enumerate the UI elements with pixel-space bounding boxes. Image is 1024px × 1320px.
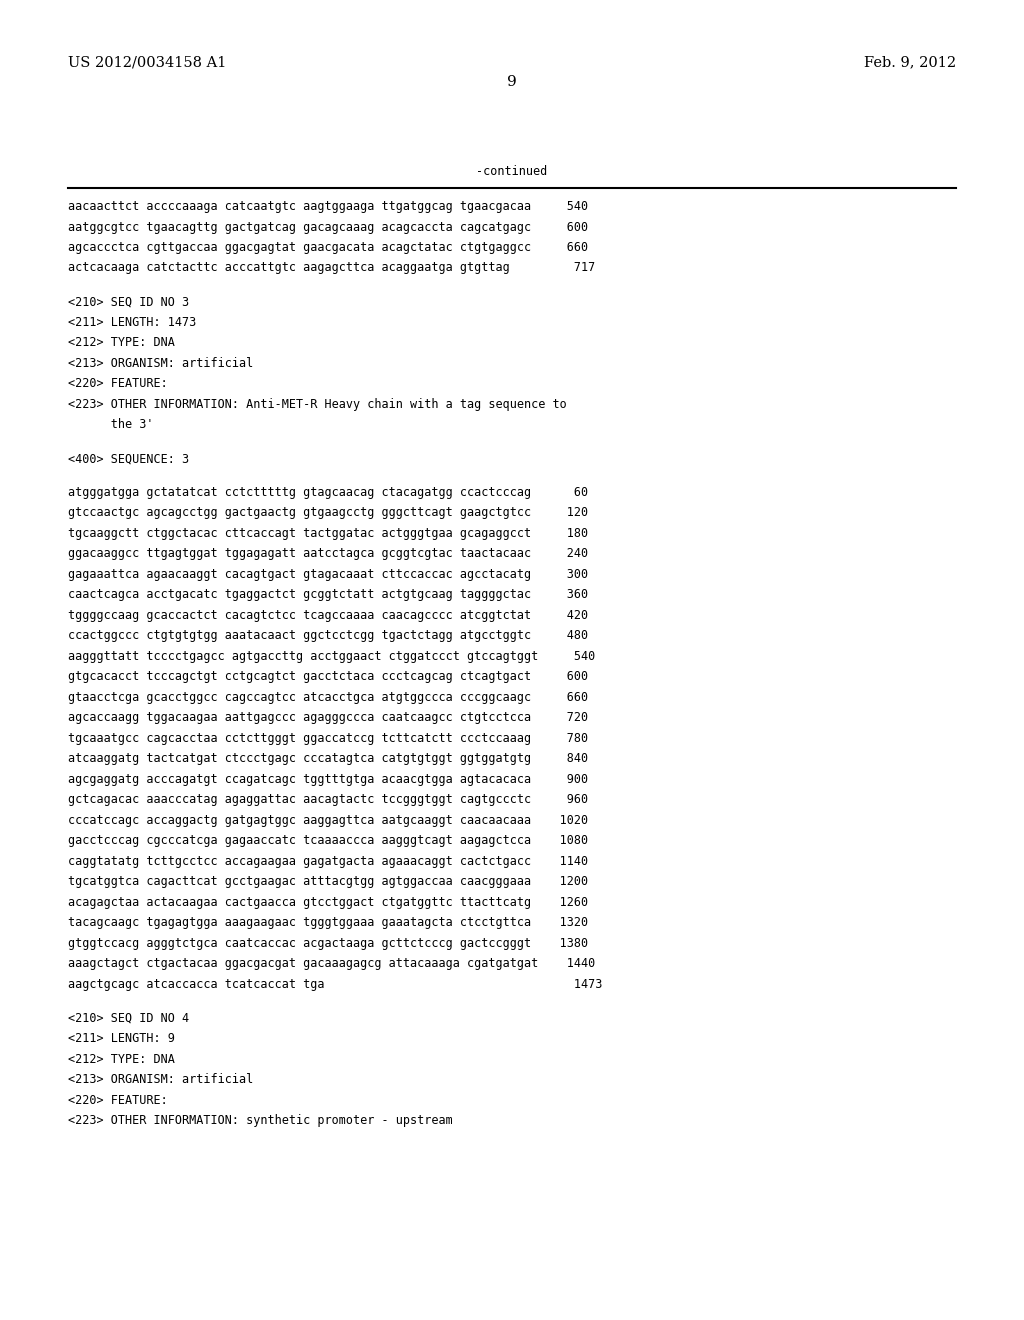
- Text: <212> TYPE: DNA: <212> TYPE: DNA: [68, 337, 175, 350]
- Text: gtaacctcga gcacctggcc cagccagtcc atcacctgca atgtggccca cccggcaagc     660: gtaacctcga gcacctggcc cagccagtcc atcacct…: [68, 690, 588, 704]
- Text: tgcatggtca cagacttcat gcctgaagac atttacgtgg agtggaccaa caacgggaaa    1200: tgcatggtca cagacttcat gcctgaagac atttacg…: [68, 875, 588, 888]
- Text: aaagctagct ctgactacaa ggacgacgat gacaaagagcg attacaaaga cgatgatgat    1440: aaagctagct ctgactacaa ggacgacgat gacaaag…: [68, 957, 595, 970]
- Text: tacagcaagc tgagagtgga aaagaagaac tgggtggaaa gaaatagcta ctcctgttca    1320: tacagcaagc tgagagtgga aaagaagaac tgggtgg…: [68, 916, 588, 929]
- Text: gacctcccag cgcccatcga gagaaccatc tcaaaaccca aagggtcagt aagagctcca    1080: gacctcccag cgcccatcga gagaaccatc tcaaaac…: [68, 834, 588, 847]
- Text: gtggtccacg agggtctgca caatcaccac acgactaaga gcttctcccg gactccgggt    1380: gtggtccacg agggtctgca caatcaccac acgacta…: [68, 937, 588, 950]
- Text: gtccaactgc agcagcctgg gactgaactg gtgaagcctg gggcttcagt gaagctgtcc     120: gtccaactgc agcagcctgg gactgaactg gtgaagc…: [68, 507, 588, 520]
- Text: <220> FEATURE:: <220> FEATURE:: [68, 378, 168, 391]
- Text: gtgcacacct tcccagctgt cctgcagtct gacctctaca ccctcagcag ctcagtgact     600: gtgcacacct tcccagctgt cctgcagtct gacctct…: [68, 671, 588, 684]
- Text: ccactggccc ctgtgtgtgg aaatacaact ggctcctcgg tgactctagg atgcctggtc     480: ccactggccc ctgtgtgtgg aaatacaact ggctcct…: [68, 630, 588, 643]
- Text: aagggttatt tcccctgagcc agtgaccttg acctggaact ctggatccct gtccagtggt     540: aagggttatt tcccctgagcc agtgaccttg acctgg…: [68, 649, 595, 663]
- Text: acagagctaa actacaagaa cactgaacca gtcctggact ctgatggttc ttacttcatg    1260: acagagctaa actacaagaa cactgaacca gtcctgg…: [68, 896, 588, 909]
- Text: <211> LENGTH: 1473: <211> LENGTH: 1473: [68, 315, 197, 329]
- Text: <223> OTHER INFORMATION: Anti-MET-R Heavy chain with a tag sequence to: <223> OTHER INFORMATION: Anti-MET-R Heav…: [68, 397, 566, 411]
- Text: 9: 9: [507, 75, 517, 88]
- Text: actcacaaga catctacttc acccattgtc aagagcttca acaggaatga gtgttag         717: actcacaaga catctacttc acccattgtc aagagct…: [68, 261, 595, 275]
- Text: gagaaattca agaacaaggt cacagtgact gtagacaaat cttccaccac agcctacatg     300: gagaaattca agaacaaggt cacagtgact gtagaca…: [68, 568, 588, 581]
- Text: <213> ORGANISM: artificial: <213> ORGANISM: artificial: [68, 1073, 253, 1086]
- Text: the 3': the 3': [68, 418, 154, 432]
- Text: Feb. 9, 2012: Feb. 9, 2012: [864, 55, 956, 69]
- Text: <223> OTHER INFORMATION: synthetic promoter - upstream: <223> OTHER INFORMATION: synthetic promo…: [68, 1114, 453, 1127]
- Text: -continued: -continued: [476, 165, 548, 178]
- Text: ggacaaggcc ttgagtggat tggagagatt aatcctagca gcggtcgtac taactacaac     240: ggacaaggcc ttgagtggat tggagagatt aatccta…: [68, 548, 588, 561]
- Text: caggtatatg tcttgcctcc accagaagaa gagatgacta agaaacaggt cactctgacc    1140: caggtatatg tcttgcctcc accagaagaa gagatga…: [68, 855, 588, 869]
- Text: aatggcgtcc tgaacagttg gactgatcag gacagcaaag acagcaccta cagcatgagc     600: aatggcgtcc tgaacagttg gactgatcag gacagca…: [68, 220, 588, 234]
- Text: caactcagca acctgacatc tgaggactct gcggtctatt actgtgcaag taggggctac     360: caactcagca acctgacatc tgaggactct gcggtct…: [68, 589, 588, 602]
- Text: US 2012/0034158 A1: US 2012/0034158 A1: [68, 55, 226, 69]
- Text: aagctgcagc atcaccacca tcatcaccat tga                                   1473: aagctgcagc atcaccacca tcatcaccat tga 147…: [68, 978, 602, 991]
- Text: <213> ORGANISM: artificial: <213> ORGANISM: artificial: [68, 356, 253, 370]
- Text: agcaccctca cgttgaccaa ggacgagtat gaacgacata acagctatac ctgtgaggcc     660: agcaccctca cgttgaccaa ggacgagtat gaacgac…: [68, 242, 588, 253]
- Text: aacaacttct accccaaaga catcaatgtc aagtggaaga ttgatggcag tgaacgacaa     540: aacaacttct accccaaaga catcaatgtc aagtgga…: [68, 201, 588, 213]
- Text: <212> TYPE: DNA: <212> TYPE: DNA: [68, 1053, 175, 1065]
- Text: <210> SEQ ID NO 4: <210> SEQ ID NO 4: [68, 1012, 189, 1024]
- Text: agcaccaagg tggacaagaa aattgagccc agagggccca caatcaagcc ctgtcctcca     720: agcaccaagg tggacaagaa aattgagccc agagggc…: [68, 711, 588, 725]
- Text: cccatccagc accaggactg gatgagtggc aaggagttca aatgcaaggt caacaacaaa    1020: cccatccagc accaggactg gatgagtggc aaggagt…: [68, 814, 588, 826]
- Text: <210> SEQ ID NO 3: <210> SEQ ID NO 3: [68, 296, 189, 309]
- Text: tgcaaatgcc cagcacctaa cctcttgggt ggaccatccg tcttcatctt ccctccaaag     780: tgcaaatgcc cagcacctaa cctcttgggt ggaccat…: [68, 733, 588, 744]
- Text: tggggccaag gcaccactct cacagtctcc tcagccaaaa caacagcccc atcggtctat     420: tggggccaag gcaccactct cacagtctcc tcagcca…: [68, 609, 588, 622]
- Text: <400> SEQUENCE: 3: <400> SEQUENCE: 3: [68, 453, 189, 465]
- Text: agcgaggatg acccagatgt ccagatcagc tggtttgtga acaacgtgga agtacacaca     900: agcgaggatg acccagatgt ccagatcagc tggtttg…: [68, 774, 588, 785]
- Text: <220> FEATURE:: <220> FEATURE:: [68, 1094, 168, 1106]
- Text: tgcaaggctt ctggctacac cttcaccagt tactggatac actgggtgaa gcagaggcct     180: tgcaaggctt ctggctacac cttcaccagt tactgga…: [68, 527, 588, 540]
- Text: atgggatgga gctatatcat cctctttttg gtagcaacag ctacagatgg ccactcccag      60: atgggatgga gctatatcat cctctttttg gtagcaa…: [68, 486, 588, 499]
- Text: atcaaggatg tactcatgat ctccctgagc cccatagtca catgtgtggt ggtggatgtg     840: atcaaggatg tactcatgat ctccctgagc cccatag…: [68, 752, 588, 766]
- Text: gctcagacac aaacccatag agaggattac aacagtactc tccgggtggt cagtgccctc     960: gctcagacac aaacccatag agaggattac aacagta…: [68, 793, 588, 807]
- Text: <211> LENGTH: 9: <211> LENGTH: 9: [68, 1032, 175, 1045]
